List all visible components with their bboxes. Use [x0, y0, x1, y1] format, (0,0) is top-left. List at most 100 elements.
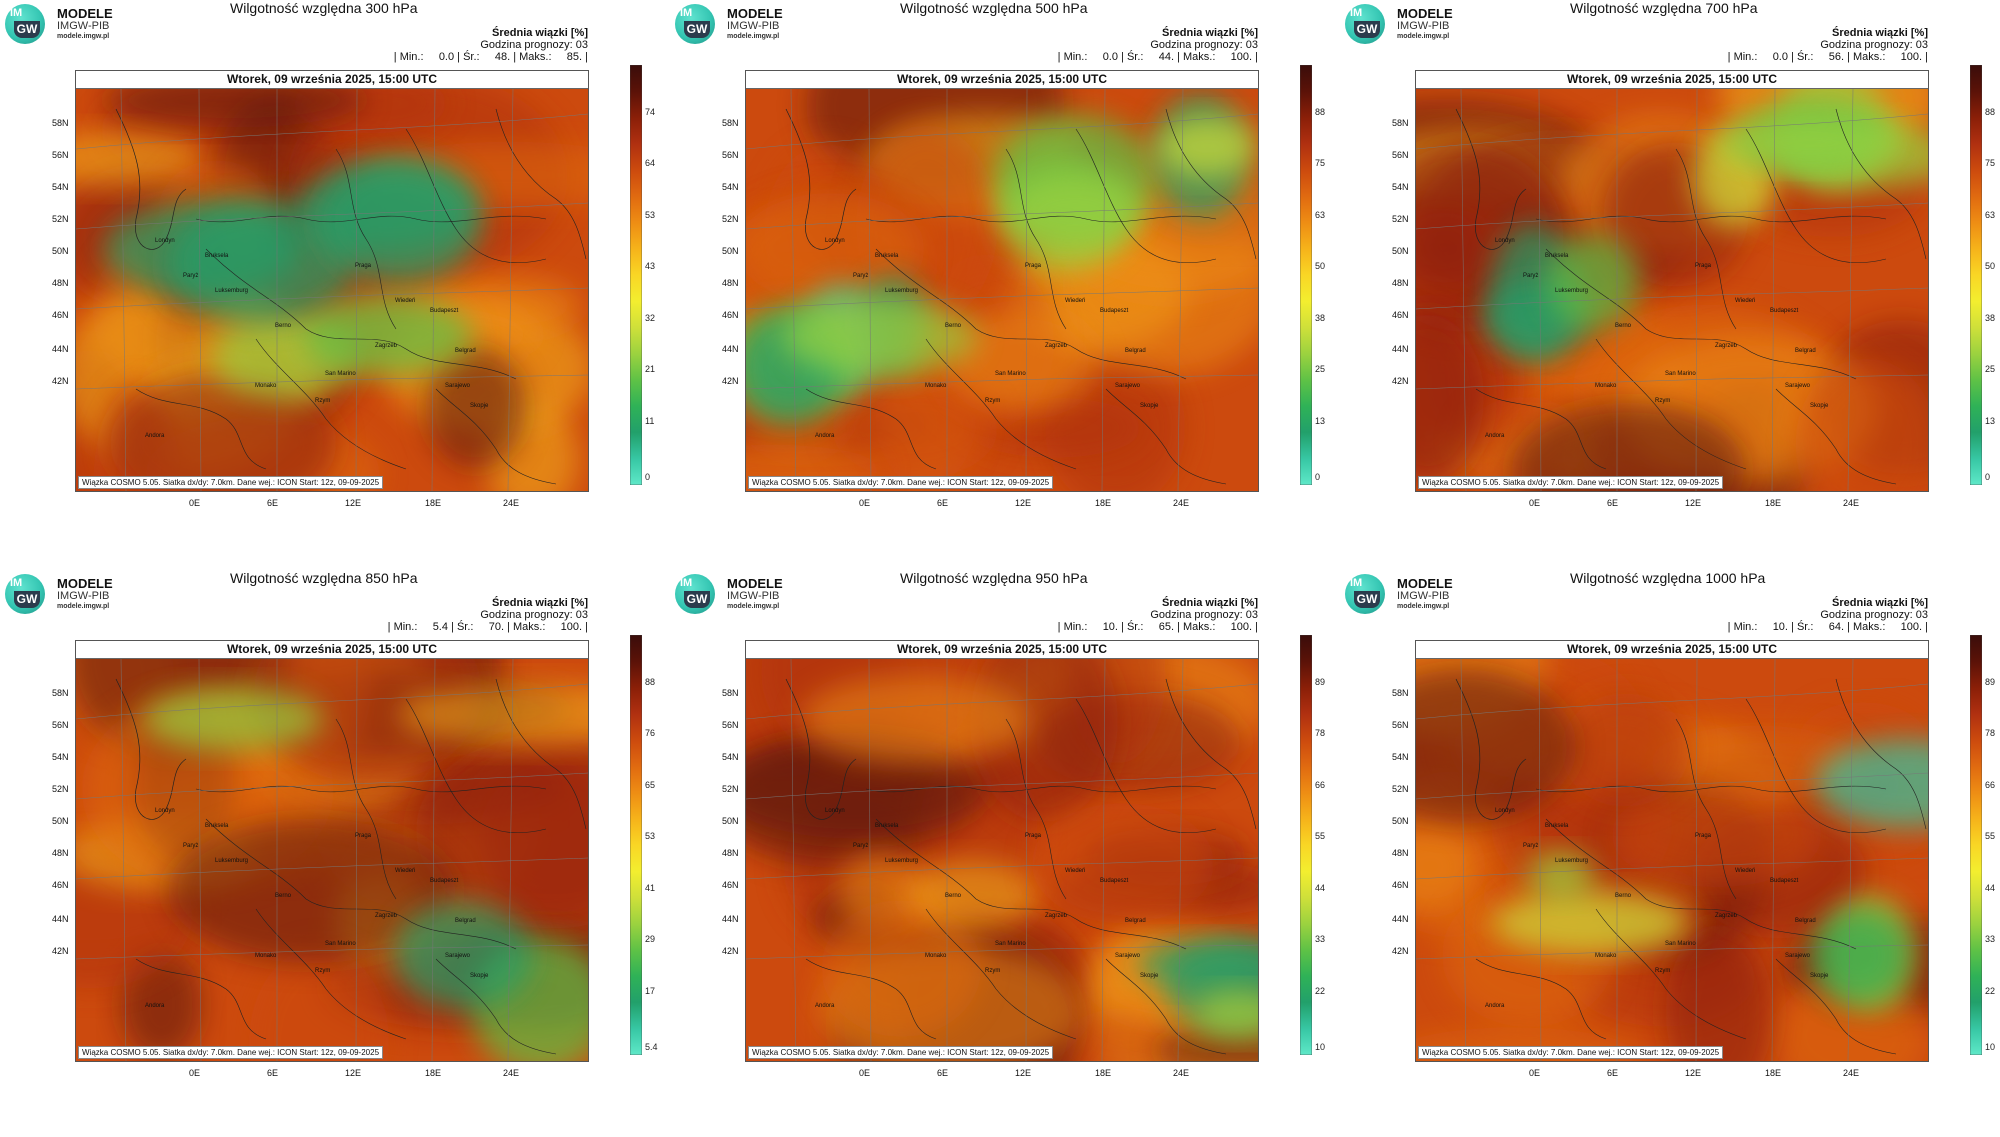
brand-site: modele.imgw.pl: [57, 603, 110, 610]
humidity-map: Wtorek, 09 września 2025, 15:00 UTC: [745, 70, 1259, 492]
latitude-label: 58N: [52, 688, 69, 698]
city-label: Berno: [275, 893, 292, 899]
colorbar: [630, 635, 642, 1055]
panel-stats: | Min.: 0.0 | Śr.: 48. | Maks.: 85. |: [393, 51, 588, 63]
colorbar-tick-label: 75: [1315, 158, 1326, 168]
colorbar-tick-label: 0: [1985, 472, 1991, 482]
brand-site: modele.imgw.pl: [57, 33, 110, 40]
imgw-logo: IM GW MODELE IMGW-PIB modele.imgw.pl: [1345, 574, 1465, 618]
latitude-label: 46N: [52, 310, 69, 320]
colorbar-tick-label: 0: [645, 472, 651, 482]
city-label: Belgrad: [1125, 918, 1146, 924]
city-label: Praga: [1695, 263, 1712, 269]
colorbar: [630, 65, 642, 485]
humidity-map: Wtorek, 09 września 2025, 15:00 UTC: [75, 70, 589, 492]
colorbar-tick-label: 55: [1315, 831, 1326, 841]
panel-title: Wilgotność względna 300 hPa: [230, 0, 418, 16]
humidity-field: [76, 659, 588, 1061]
city-label: Monako: [925, 383, 947, 389]
humidity-map: Wtorek, 09 września 2025, 15:00 UTC: [1415, 70, 1929, 492]
longitude-label: 12E: [345, 1068, 362, 1078]
colorbar-tick-label: 41: [645, 882, 656, 893]
city-label: Skopje: [470, 973, 489, 979]
map-footer: Wiązka COSMO 5.05. Siatka dx/dy: 7.0km. …: [78, 476, 384, 489]
city-label: Londyn: [155, 808, 175, 814]
map-panel: IM GW MODELE IMGW-PIB modele.imgw.pl Wil…: [670, 0, 1330, 560]
city-label: Zagrzeb: [375, 913, 398, 919]
city-label: Bruksela: [205, 253, 229, 259]
latitude-label: 44N: [1392, 344, 1409, 354]
map-panel: IM GW MODELE IMGW-PIB modele.imgw.pl Wil…: [1340, 570, 2000, 1130]
longitude-label: 6E: [267, 498, 279, 508]
logo-text-top: IM: [1350, 577, 1363, 589]
longitude-label: 24E: [1843, 498, 1860, 508]
latitude-label: 52N: [52, 784, 69, 794]
longitude-label: 12E: [1685, 1068, 1702, 1078]
city-label: Skopje: [470, 403, 489, 409]
city-label: San Marino: [1665, 941, 1696, 947]
imgw-logo: IM GW MODELE IMGW-PIB modele.imgw.pl: [1345, 4, 1465, 48]
city-label: Paryż: [1523, 843, 1539, 849]
city-label: Luksemburg: [1555, 288, 1589, 294]
brand-org: IMGW-PIB: [1397, 20, 1450, 32]
longitude-label: 6E: [937, 498, 949, 508]
city-label: Londyn: [1495, 238, 1515, 244]
colorbar-tick-label: 17: [645, 985, 656, 996]
brand-site: modele.imgw.pl: [1397, 33, 1450, 40]
longitude-label: 0E: [1529, 498, 1541, 508]
latitude-label: 56N: [722, 150, 739, 160]
longitude-label: 24E: [1173, 1068, 1190, 1078]
humidity-field: [76, 89, 588, 491]
logo-text-bottom: GW: [14, 591, 40, 608]
forecast-hour: Godzina prognozy: 03: [1150, 39, 1258, 51]
longitude-label: 0E: [1529, 1068, 1541, 1078]
map-date-header: Wtorek, 09 września 2025, 15:00 UTC: [1416, 641, 1928, 659]
latitude-label: 48N: [52, 278, 69, 288]
city-label: Andora: [815, 433, 835, 439]
longitude-label: 18E: [1095, 498, 1112, 508]
city-label: Luksemburg: [215, 858, 249, 864]
city-label: Londyn: [1495, 808, 1515, 814]
city-label: Wiedeń: [1735, 868, 1756, 874]
panel-title: Wilgotność względna 500 hPa: [900, 0, 1088, 16]
colorbar: [1970, 65, 1982, 485]
city-label: Londyn: [825, 238, 845, 244]
colorbar-tick-label: 66: [1315, 779, 1326, 790]
colorbar-tick-label: 63: [1985, 209, 1996, 220]
latitude-label: 42N: [1392, 376, 1409, 386]
humidity-map: Wtorek, 09 września 2025, 15:00 UTC: [75, 640, 589, 1062]
longitude-label: 0E: [859, 1068, 871, 1078]
colorbar-tick-label: 22: [1985, 985, 1996, 996]
city-label: Budapeszt: [1100, 308, 1129, 314]
city-label: Belgrad: [455, 348, 476, 354]
colorbar-tick-label: 53: [645, 209, 656, 220]
colorbar-tick-label: 21: [645, 364, 656, 374]
latitude-label: 54N: [1392, 752, 1409, 762]
latitude-label: 50N: [722, 246, 739, 256]
colorbar-tick-label: 64: [645, 158, 656, 168]
city-label: Paryż: [853, 273, 869, 279]
colorbar-tick-label: 38: [1315, 312, 1326, 323]
city-label: Wiedeń: [395, 868, 416, 874]
city-label: Budapeszt: [1770, 308, 1799, 314]
city-label: Wiedeń: [1065, 298, 1086, 304]
city-label: San Marino: [995, 941, 1026, 947]
city-label: Monako: [1595, 953, 1617, 959]
longitude-label: 24E: [503, 498, 520, 508]
latitude-label: 42N: [722, 376, 739, 386]
colorbar-tick-label: 0: [1315, 472, 1321, 482]
city-label: Budapeszt: [430, 878, 459, 884]
map-footer: Wiązka COSMO 5.05. Siatka dx/dy: 7.0km. …: [1418, 476, 1724, 489]
city-layer: Londyn Bruksela Paryż Luksemburg Praga Wiedeń…: [1415, 640, 1927, 1060]
latitude-label: 56N: [722, 720, 739, 730]
city-label: Belgrad: [1795, 918, 1816, 924]
city-label: Berno: [1615, 893, 1632, 899]
latitude-label: 52N: [1392, 784, 1409, 794]
logo-text-top: IM: [1350, 7, 1363, 19]
brand-org: IMGW-PIB: [727, 20, 780, 32]
map-date-header: Wtorek, 09 września 2025, 15:00 UTC: [76, 641, 588, 659]
map-date-header: Wtorek, 09 września 2025, 15:00 UTC: [1416, 71, 1928, 89]
colorbar: [1970, 635, 1982, 1055]
city-label: Wiedeń: [1065, 868, 1086, 874]
map-panel: IM GW MODELE IMGW-PIB modele.imgw.pl Wil…: [1340, 0, 2000, 560]
